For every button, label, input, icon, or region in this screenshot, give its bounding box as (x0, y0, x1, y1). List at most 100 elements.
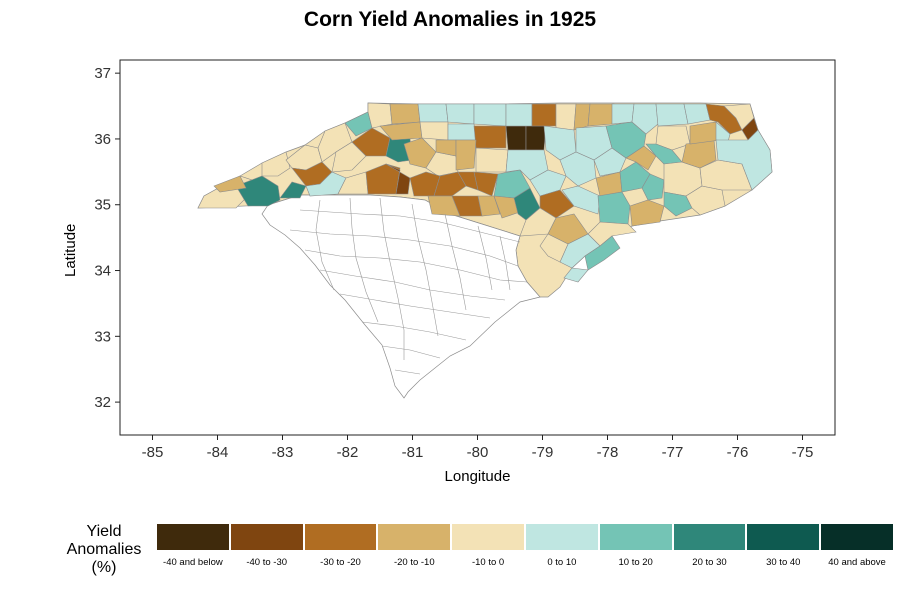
county-border-south-14 (477, 225, 493, 291)
county-north-6 (445, 103, 475, 125)
x-tick-label: -84 (207, 444, 229, 461)
county-north-7 (447, 123, 477, 141)
county-north-13 (531, 103, 557, 127)
legend-key (451, 523, 525, 551)
county-central-13 (477, 195, 501, 217)
legend-title-line-1: Yield (86, 523, 122, 540)
legend-label: -30 to -20 (320, 557, 361, 568)
county-north-12 (505, 103, 533, 127)
county-north-10 (505, 125, 527, 151)
x-tick-label: -78 (597, 444, 619, 461)
county-east-25 (683, 103, 711, 125)
county-east-20 (663, 191, 693, 217)
county-east-12 (629, 199, 665, 227)
map-title: Corn Yield Anomalies in 1925 (303, 8, 597, 31)
y-tick-label: 33 (94, 328, 111, 345)
x-tick-label: -75 (792, 444, 814, 461)
county-fills (197, 102, 773, 283)
county-border-south-7 (381, 345, 441, 359)
legend-key (156, 523, 230, 551)
legend-key (746, 523, 821, 551)
y-tick-label: 32 (94, 394, 111, 411)
county-north-8 (473, 103, 507, 127)
county-north-1 (367, 102, 393, 129)
legend-key (303, 523, 378, 551)
county-borders-south (289, 197, 528, 375)
county-central-4 (455, 139, 477, 171)
x-tick-label: -83 (272, 444, 294, 461)
y-tick-label: 37 (94, 65, 111, 82)
county-east-13 (611, 103, 635, 125)
county-north-11 (525, 125, 547, 151)
county-north-2 (389, 103, 421, 125)
legend-label: -40 to -30 (246, 557, 288, 568)
county-north-9 (473, 125, 507, 149)
legend-labels: -40 and below -40 to -30 -30 to -20 -20 … (156, 557, 894, 568)
county-east-16 (655, 125, 691, 151)
axis-ticks: -85 -84 -83 -82 -81 -80 -79 -78 -77 -76 -75 37 36 35 3… (94, 65, 813, 461)
county-mountain-4 (261, 151, 291, 177)
x-axis-title: Longitude (444, 468, 511, 485)
county-border-south-13 (444, 213, 467, 311)
y-tick-label: 36 (94, 131, 111, 148)
county-north-4 (417, 103, 449, 123)
legend-title: Yield Anomalies (%) (58, 523, 150, 577)
county-east-15 (631, 103, 659, 135)
county-border-south-10 (349, 197, 379, 323)
county-border-south-9 (315, 199, 335, 291)
legend-key (672, 523, 747, 551)
county-north-16 (587, 103, 615, 127)
y-tick-label: 34 (94, 263, 111, 280)
legend-label: 20 to 30 (692, 557, 727, 568)
county-east-11 (641, 173, 665, 201)
x-tick-label: -82 (337, 444, 359, 461)
county-east-6 (561, 185, 601, 215)
county-east-17 (655, 103, 689, 127)
county-central-18 (539, 189, 575, 219)
county-east-7 (597, 191, 631, 225)
x-tick-label: -81 (402, 444, 424, 461)
x-tick-label: -80 (467, 444, 489, 461)
x-tick-label: -76 (727, 444, 749, 461)
county-east-4 (593, 147, 627, 177)
legend-label: -20 to -10 (393, 557, 435, 568)
county-east-30 (715, 129, 773, 191)
county-border-south-4 (319, 269, 506, 301)
legend-title-line-3: (%) (91, 559, 117, 576)
county-border-south-3 (304, 249, 528, 283)
legend-keys (156, 523, 894, 551)
county-border-south-5 (339, 293, 491, 319)
legend-key (820, 523, 894, 551)
county-foothill-7 (385, 163, 411, 195)
county-foothill-3 (331, 141, 367, 173)
county-central-5 (475, 147, 509, 173)
x-tick-label: -77 (662, 444, 684, 461)
county-border-south-8 (394, 369, 421, 375)
county-central-7 (433, 171, 467, 197)
legend-label: 10 to 20 (618, 557, 653, 568)
county-border-south-2 (289, 229, 519, 267)
county-central-17 (529, 169, 567, 197)
legend-label: 30 to 40 (766, 557, 801, 568)
legend-key (229, 523, 304, 551)
legend-title-line-2: Anomalies (66, 541, 142, 558)
county-coast-4 (563, 267, 589, 283)
legend-label: 40 and above (828, 557, 886, 568)
color-legend: -40 and below -40 to -30 -30 to -20 -20 … (156, 523, 894, 568)
y-axis-title: Latitude (62, 223, 79, 277)
county-north-15 (573, 103, 591, 131)
county-border-south-1 (299, 209, 521, 243)
county-border-south-15 (499, 235, 511, 291)
legend-label: -40 and below (163, 557, 223, 568)
county-north-5 (419, 121, 449, 141)
county-coast-3 (539, 233, 569, 263)
x-tick-label: -79 (532, 444, 554, 461)
legend-label: 0 to 10 (547, 557, 577, 568)
county-border-south-6 (361, 321, 467, 341)
legend-key (598, 523, 673, 551)
county-mountain-8 (213, 175, 247, 193)
county-north-14 (555, 103, 577, 131)
legend-key (377, 523, 452, 551)
county-east-24 (689, 121, 721, 145)
